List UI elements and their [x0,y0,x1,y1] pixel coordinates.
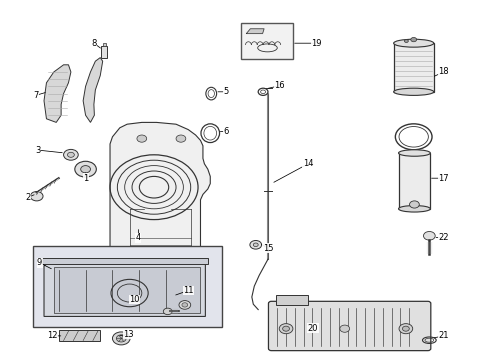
Text: 19: 19 [310,39,321,48]
Circle shape [176,135,185,142]
Bar [59,330,100,341]
Text: 20: 20 [307,324,318,333]
Circle shape [282,326,289,331]
Circle shape [279,324,292,334]
Text: 7: 7 [33,91,38,100]
Bar [33,246,221,327]
Circle shape [404,40,407,42]
Text: 4: 4 [136,233,141,242]
Circle shape [67,152,74,157]
Circle shape [249,240,261,249]
Text: 3: 3 [36,145,41,155]
Text: 16: 16 [274,81,285,90]
Text: 17: 17 [437,174,448,183]
Text: 2: 2 [26,193,31,202]
Text: 1: 1 [83,174,88,183]
Ellipse shape [398,150,429,156]
Polygon shape [44,261,205,316]
Text: 14: 14 [302,159,313,168]
Ellipse shape [393,88,433,95]
Circle shape [253,243,258,247]
Text: 12: 12 [47,331,58,341]
Bar [101,46,107,58]
Bar [102,43,105,46]
Text: 13: 13 [123,330,134,338]
Text: 18: 18 [437,68,448,77]
Circle shape [179,301,190,309]
Bar [398,153,429,209]
Polygon shape [110,122,210,272]
Circle shape [423,231,434,240]
Text: 8: 8 [91,39,96,48]
Circle shape [116,335,126,342]
Ellipse shape [398,206,429,212]
Circle shape [63,149,78,160]
Polygon shape [83,58,102,122]
Text: 9: 9 [37,258,42,267]
Circle shape [182,303,187,307]
Circle shape [410,37,416,42]
Polygon shape [44,65,71,122]
Circle shape [137,135,146,142]
Circle shape [163,308,172,315]
Bar [276,295,307,305]
Circle shape [81,166,90,173]
Circle shape [339,325,349,332]
Polygon shape [41,258,207,264]
Circle shape [398,324,412,334]
Circle shape [408,201,418,208]
Polygon shape [54,267,200,313]
Circle shape [75,161,96,177]
Circle shape [112,332,130,345]
Polygon shape [246,29,264,33]
Ellipse shape [393,39,433,47]
Text: 10: 10 [129,295,140,304]
Circle shape [30,192,43,201]
Bar [393,43,433,92]
FancyBboxPatch shape [268,301,430,351]
Text: 15: 15 [262,244,273,253]
Text: 21: 21 [437,331,448,341]
Bar [240,23,293,59]
Text: 5: 5 [224,87,228,96]
Text: 6: 6 [224,127,228,136]
Text: 22: 22 [437,233,448,242]
Text: 11: 11 [183,286,193,295]
Circle shape [402,326,408,331]
